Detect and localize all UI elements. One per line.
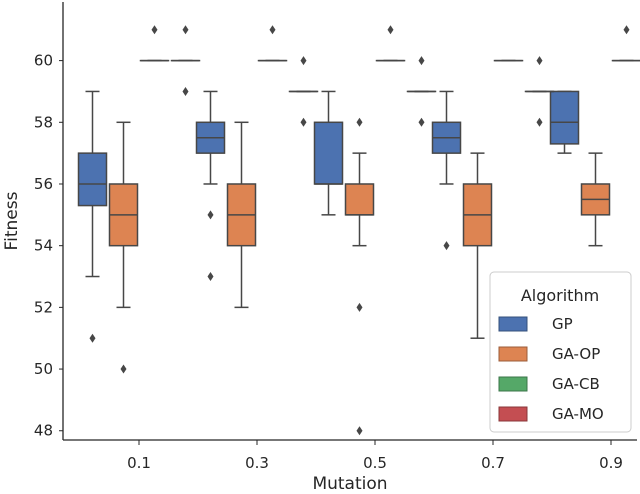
iqr-box: [549, 90, 580, 145]
x-tick-label: 0.1: [127, 454, 151, 472]
x-tick-label: 0.3: [245, 454, 269, 472]
outlier-point: [418, 117, 425, 127]
x-tick-labels: 0.1 0.3 0.5 0.7 0.9: [127, 440, 623, 472]
box-ga-mo-0.5: [406, 56, 437, 127]
outlier-point: [356, 302, 363, 312]
iqr-box: [313, 121, 344, 185]
box-gp-0.9: [549, 90, 580, 154]
legend-swatch-ga-cb: [498, 376, 528, 392]
y-tick-label: 58: [34, 113, 53, 131]
y-tick-labels: 48 50 52 54 56 58 60: [34, 52, 63, 440]
legend-swatch-ga-mo: [498, 406, 528, 422]
outlier-point: [300, 117, 307, 127]
box-ga-mo-0.7: [524, 56, 555, 127]
outlier-point: [269, 25, 276, 35]
outlier-point: [300, 56, 307, 66]
outlier-point: [120, 364, 127, 374]
box-ga-op-0.9: [580, 152, 611, 303]
box-gp-0.1: [77, 90, 108, 343]
y-tick-label: 50: [34, 360, 53, 378]
y-tick-label: 60: [34, 52, 53, 70]
x-tick-label: 0.5: [363, 454, 387, 472]
box-ga-op-0.1: [108, 121, 139, 374]
y-axis-label: Fitness: [2, 191, 22, 250]
outlier-point: [182, 25, 189, 35]
x-tick-label: 0.7: [481, 454, 505, 472]
outlier-point: [182, 86, 189, 96]
legend-frame: [489, 271, 632, 433]
legend-label-ga-cb: GA-CB: [552, 375, 600, 393]
legend-label-ga-mo: GA-MO: [552, 405, 604, 423]
outlier-point: [207, 210, 214, 220]
plot-marks: [77, 25, 640, 436]
box-gp-0.3: [195, 90, 226, 282]
box-gp-0.5: [313, 90, 344, 216]
outlier-point: [536, 56, 543, 66]
outlier-point: [356, 426, 363, 436]
outlier-point: [536, 117, 543, 127]
outlier-point: [623, 25, 630, 35]
legend: Algorithm GP GA-OP GA-CB GA-MO: [489, 271, 632, 433]
legend-swatch-ga-op: [498, 346, 528, 362]
box-ga-cb-0.3: [257, 25, 288, 62]
outlier-point: [356, 117, 363, 127]
box-gp-0.7: [431, 90, 462, 251]
box-ga-op-0.5: [344, 117, 375, 436]
iqr-box: [344, 183, 375, 216]
outlier-point: [443, 241, 450, 251]
y-tick-label: 52: [34, 298, 53, 316]
legend-label-ga-op: GA-OP: [552, 345, 600, 363]
x-axis-label: Mutation: [312, 474, 387, 494]
legend-swatch-gp: [498, 316, 528, 332]
y-tick-label: 48: [34, 422, 53, 440]
y-tick-label: 56: [34, 175, 53, 193]
outlier-point: [89, 333, 96, 343]
box-ga-mo-0.1: [170, 25, 201, 96]
outlier-point: [151, 25, 158, 35]
outlier-point: [418, 56, 425, 66]
outlier-point: [387, 25, 394, 35]
box-ga-op-0.7: [462, 152, 493, 339]
iqr-box: [77, 152, 108, 207]
y-tick-label: 54: [34, 237, 53, 255]
outlier-point: [207, 272, 214, 282]
box-ga-op-0.3: [226, 121, 257, 309]
legend-title: Algorithm: [521, 286, 599, 305]
legend-items: GP GA-OP GA-CB GA-MO: [498, 315, 604, 423]
x-tick-label: 0.9: [599, 454, 623, 472]
box-ga-cb-0.5: [375, 25, 406, 62]
box-ga-cb-0.1: [139, 25, 170, 62]
box-ga-cb-0.9: [611, 25, 640, 62]
box-ga-mo-0.3: [288, 56, 319, 127]
legend-label-gp: GP: [552, 315, 573, 333]
